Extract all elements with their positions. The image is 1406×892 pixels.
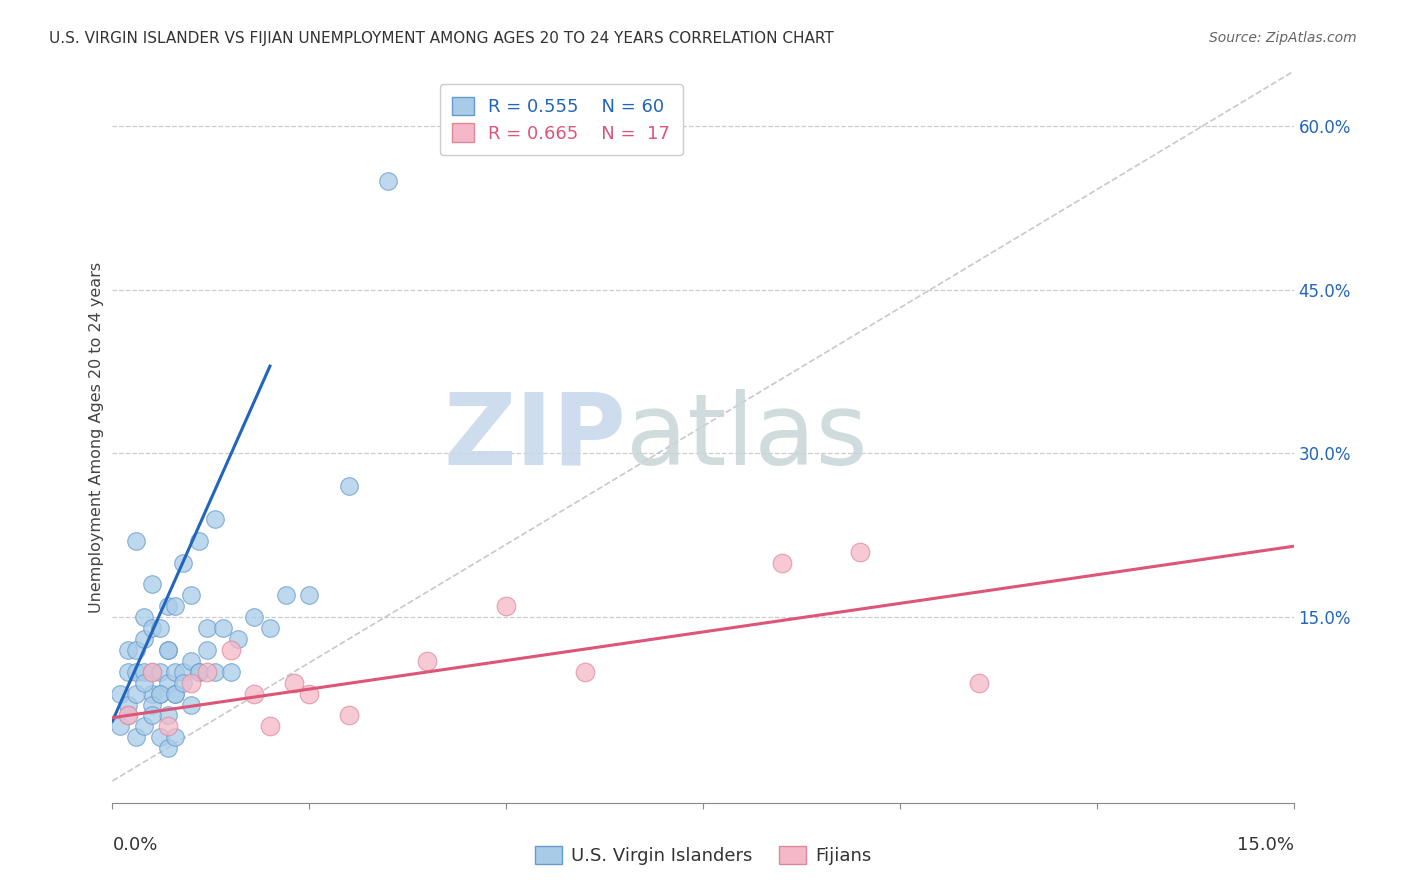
Point [156,599,179,614]
Point [149,687,172,701]
Point [967,675,990,690]
Point [298,687,321,701]
Point [219,665,242,679]
Text: U.S. VIRGIN ISLANDER VS FIJIAN UNEMPLOYMENT AMONG AGES 20 TO 24 YEARS CORRELATIO: U.S. VIRGIN ISLANDER VS FIJIAN UNEMPLOYM… [49,31,834,46]
Point [204,512,226,526]
Point [149,731,172,745]
Point [125,687,148,701]
Point [110,687,132,701]
Point [141,577,163,591]
Point [156,643,179,657]
Point [156,708,179,723]
Point [149,665,172,679]
Point [132,610,155,624]
Point [156,675,179,690]
Point [219,643,242,657]
Text: Source: ZipAtlas.com: Source: ZipAtlas.com [1209,31,1357,45]
Point [110,719,132,733]
Point [172,675,194,690]
Point [377,173,399,187]
Point [259,621,281,635]
Point [195,665,218,679]
Point [141,621,163,635]
Point [132,665,155,679]
Point [117,698,139,712]
Point [337,479,360,493]
Point [180,698,202,712]
Point [132,632,155,646]
Point [228,632,250,646]
Point [172,665,194,679]
Point [188,533,211,548]
Point [117,665,139,679]
Point [204,665,226,679]
Point [180,654,202,668]
Legend: R = 0.555    N = 60, R = 0.665    N =  17: R = 0.555 N = 60, R = 0.665 N = 17 [440,84,683,155]
Point [180,588,202,602]
Point [574,665,596,679]
Point [770,556,793,570]
Point [141,708,163,723]
Point [125,665,148,679]
Point [149,687,172,701]
Point [125,643,148,657]
Point [156,643,179,657]
Point [243,687,266,701]
Point [165,687,187,701]
Point [117,643,139,657]
Point [132,675,155,690]
Point [149,621,172,635]
Point [298,588,321,602]
Point [117,708,139,723]
Point [172,556,194,570]
Point [495,599,517,614]
Point [416,654,439,668]
Legend: U.S. Virgin Islanders, Fijians: U.S. Virgin Islanders, Fijians [527,838,879,872]
Point [165,731,187,745]
Point [141,698,163,712]
Text: 0.0%: 0.0% [112,836,157,854]
Text: atlas: atlas [626,389,868,485]
Point [141,665,163,679]
Point [259,719,281,733]
Point [180,675,202,690]
Point [188,665,211,679]
Point [849,545,872,559]
Point [141,687,163,701]
Point [195,643,218,657]
Point [211,621,233,635]
Point [165,687,187,701]
Point [156,719,179,733]
Point [125,731,148,745]
Y-axis label: Unemployment Among Ages 20 to 24 years: Unemployment Among Ages 20 to 24 years [89,261,104,613]
Point [117,708,139,723]
Point [141,665,163,679]
Text: 15.0%: 15.0% [1236,836,1294,854]
Point [188,665,211,679]
Point [125,533,148,548]
Point [156,741,179,756]
Text: ZIP: ZIP [443,389,626,485]
Point [337,708,360,723]
Point [165,599,187,614]
Point [132,719,155,733]
Point [274,588,297,602]
Point [165,665,187,679]
Point [195,621,218,635]
Point [283,675,305,690]
Point [243,610,266,624]
